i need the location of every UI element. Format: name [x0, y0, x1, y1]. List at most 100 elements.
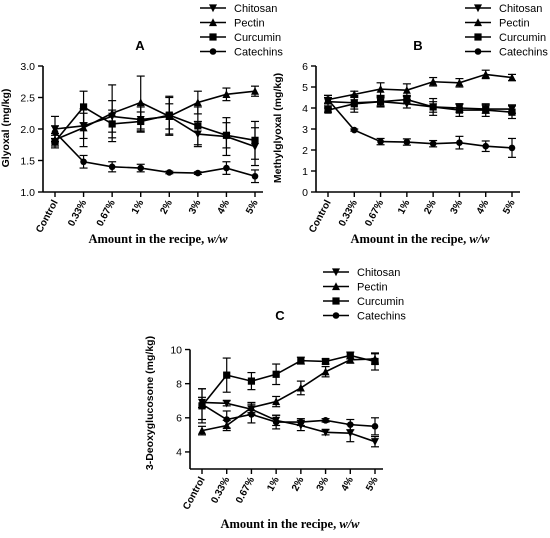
- data-point: [137, 117, 145, 126]
- data-point: [481, 70, 490, 78]
- legend-label: Chitosan: [499, 3, 542, 15]
- legend-marker: [474, 4, 482, 13]
- data-point: [322, 417, 329, 424]
- legend: Chitosan Pectin Curcumin Catechins: [323, 267, 406, 323]
- panel-title: B: [413, 38, 422, 53]
- data-point: [376, 98, 385, 106]
- data-point: [346, 351, 354, 360]
- data-point: [508, 144, 516, 152]
- data-point: [455, 78, 464, 87]
- legend: Chitosan Pectin Curcumin Catechins: [465, 3, 548, 59]
- legend-marker: [332, 312, 340, 319]
- x-tick-label: 4%: [475, 198, 492, 216]
- y-tick-label: 3.0: [20, 61, 35, 73]
- x-tick-label: 0.67%: [95, 198, 118, 228]
- data-point: [136, 98, 145, 107]
- x-tick-label: 0.67%: [234, 475, 257, 505]
- data-point: [223, 416, 231, 423]
- data-point: [198, 426, 206, 435]
- x-axis-label: Amount in the recipe, w/w: [220, 517, 360, 531]
- x-axis-label: Amount in the recipe, w/w: [88, 232, 228, 246]
- data-point: [371, 438, 379, 446]
- y-tick-label: 0: [302, 187, 308, 199]
- x-tick-label: 3%: [449, 198, 466, 216]
- series-line: [327, 99, 513, 149]
- x-tick-label: 4%: [339, 475, 356, 493]
- data-point: [198, 400, 206, 408]
- data-point: [51, 138, 59, 146]
- data-point: [403, 138, 411, 146]
- x-tick-label: Control: [181, 475, 208, 512]
- series-line: [54, 90, 256, 141]
- x-tick-label: 5%: [501, 198, 518, 216]
- x-tick-label: 2%: [422, 198, 439, 216]
- panel-title: C: [275, 308, 285, 323]
- series-line: [327, 98, 513, 113]
- legend: Chitosan Pectin Curcumin Catechins: [200, 3, 283, 59]
- x-tick-label: 1%: [396, 198, 413, 216]
- data-point: [165, 111, 173, 119]
- y-tick-label: 4: [302, 103, 308, 115]
- legend-marker: [474, 33, 482, 41]
- y-tick-label: 2.0: [20, 124, 35, 136]
- y-tick-label: 10: [170, 344, 182, 356]
- data-point: [248, 411, 255, 418]
- legend-label: Chitosan: [357, 267, 400, 279]
- data-point: [193, 98, 202, 107]
- x-tick-label: 0.67%: [363, 198, 386, 228]
- y-tick-label: 1: [302, 166, 308, 178]
- y-tick-label: 1.5: [20, 155, 35, 167]
- legend-marker: [209, 18, 217, 27]
- x-tick-label: 5%: [244, 198, 261, 216]
- data-point: [251, 172, 259, 180]
- series-line: [201, 401, 376, 443]
- x-tick-label: 0.33%: [209, 475, 232, 505]
- data-point: [346, 429, 355, 438]
- series-line: [54, 105, 256, 143]
- y-tick-label: 4: [176, 447, 182, 459]
- y-axis-label: Methylglyoxal (mg/kg): [272, 73, 284, 183]
- legend-label: Catechins: [357, 311, 406, 323]
- legend-marker: [474, 48, 482, 55]
- legend-marker: [474, 18, 482, 27]
- series-catechins: [324, 94, 516, 158]
- data-point: [321, 357, 330, 366]
- data-point: [79, 103, 88, 111]
- y-tick-label: 1.0: [20, 187, 35, 199]
- data-point: [137, 164, 145, 172]
- x-tick-label: 4%: [216, 198, 233, 216]
- series-line: [201, 354, 376, 407]
- data-point: [508, 73, 516, 82]
- data-point: [194, 122, 202, 130]
- data-point: [321, 428, 330, 437]
- legend-marker: [332, 268, 340, 277]
- data-point: [296, 383, 305, 392]
- data-point: [222, 90, 231, 98]
- y-tick-label: 2: [302, 145, 308, 157]
- data-point: [429, 77, 438, 86]
- x-tick-label: 3%: [315, 475, 332, 493]
- data-point: [371, 357, 379, 366]
- data-point: [223, 164, 230, 172]
- data-point: [272, 370, 280, 378]
- data-point: [297, 357, 305, 365]
- legend-marker: [332, 297, 340, 305]
- data-point: [403, 96, 411, 104]
- legend-label: Pectin: [499, 18, 530, 30]
- series-line: [327, 100, 512, 110]
- series-line: [54, 115, 256, 148]
- y-tick-label: 8: [176, 378, 182, 390]
- y-tick-label: 6: [302, 61, 308, 73]
- data-point: [482, 106, 490, 114]
- data-point: [508, 108, 516, 116]
- data-point: [346, 421, 354, 428]
- series-catechins: [51, 125, 259, 184]
- legend-label: Pectin: [234, 18, 265, 30]
- data-point: [377, 138, 384, 145]
- legend-label: Catechins: [234, 47, 283, 59]
- series-line: [201, 403, 376, 428]
- y-tick-label: 2.5: [20, 92, 35, 104]
- x-tick-label: Control: [34, 198, 61, 235]
- y-tick-label: 3: [302, 124, 308, 136]
- y-axis-label: 3-Deoxyglucosone (mg/kg): [144, 336, 156, 470]
